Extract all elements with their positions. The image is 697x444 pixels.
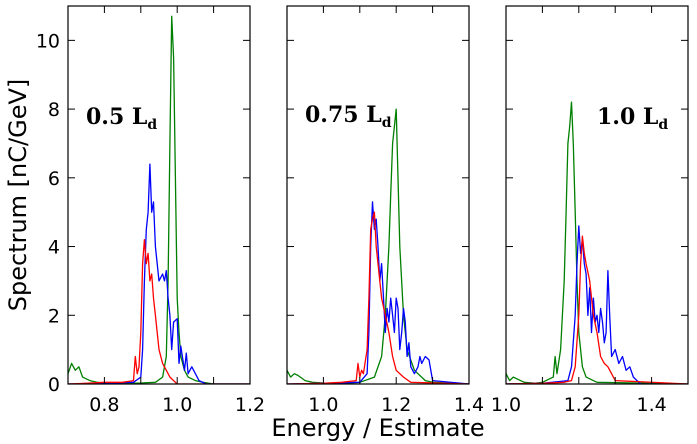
x-tick-label: 1.4 xyxy=(636,394,666,416)
x-tick-label: 1.0 xyxy=(162,394,192,416)
series-green-line xyxy=(68,15,250,384)
panel-label: 1.0 Ld xyxy=(597,104,668,133)
x-tick-label: 1.2 xyxy=(381,394,411,416)
y-tick-label: 8 xyxy=(48,99,60,121)
x-axis-label: Energy / Estimate xyxy=(271,414,484,442)
x-tick-label: 0.8 xyxy=(89,394,119,416)
panel-label: 0.75 Ld xyxy=(305,102,392,131)
series-blue-line xyxy=(287,201,469,384)
panel-frame xyxy=(505,5,689,385)
y-tick-label: 0 xyxy=(48,374,60,396)
series-blue-line xyxy=(68,163,250,384)
series-blue-line xyxy=(506,225,688,384)
y-tick-label: 2 xyxy=(48,305,60,327)
series-red-line xyxy=(68,239,250,384)
series-green-line xyxy=(506,101,688,384)
y-axis-label: Spectrum [nC/GeV] xyxy=(4,79,32,312)
x-tick-label: 1.2 xyxy=(564,394,594,416)
panel-2: 1.0 1.2 1.4 0.75 Ld xyxy=(286,5,484,416)
panel-label-subscript: d xyxy=(658,117,668,133)
panel-frame xyxy=(286,5,470,385)
y-tick-label: 6 xyxy=(48,168,60,190)
panel-label: 0.5 Ld xyxy=(86,104,157,133)
panel-label-subscript: d xyxy=(147,117,157,133)
panel-frame xyxy=(67,5,251,385)
y-tick-label: 10 xyxy=(36,30,60,52)
x-tick-label: 1.4 xyxy=(454,394,484,416)
x-tick-label: 1.0 xyxy=(491,394,521,416)
series-red-line xyxy=(506,235,688,384)
series-red-line xyxy=(287,211,469,384)
panel-3: 1.0 1.2 1.4 1.0 Ld xyxy=(491,5,689,416)
y-tick-label: 4 xyxy=(48,237,60,259)
panel-1: 0 2 4 6 8 10 0.8 1.0 1.2 0.5 Ld xyxy=(36,5,265,416)
x-tick-label: 1.0 xyxy=(308,394,338,416)
x-tick-label: 1.2 xyxy=(235,394,265,416)
panel-label-subscript: d xyxy=(382,115,392,131)
